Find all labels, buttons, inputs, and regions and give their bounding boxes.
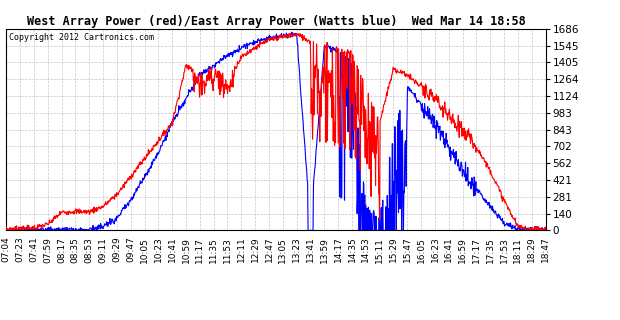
Title: West Array Power (red)/East Array Power (Watts blue)  Wed Mar 14 18:58: West Array Power (red)/East Array Power … <box>27 15 525 28</box>
Text: Copyright 2012 Cartronics.com: Copyright 2012 Cartronics.com <box>9 33 154 42</box>
